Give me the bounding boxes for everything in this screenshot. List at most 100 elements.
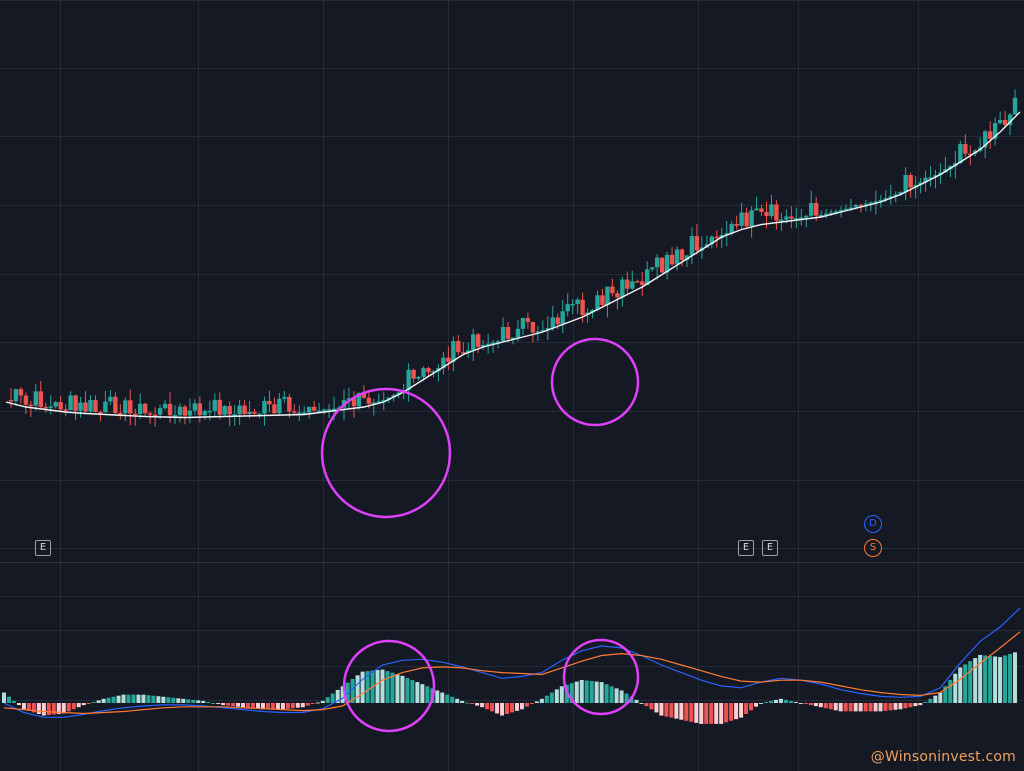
candle-body (411, 369, 416, 379)
histogram-bar (166, 697, 171, 703)
histogram-bar (211, 703, 216, 704)
highlight-circle (562, 638, 640, 716)
candle-body (520, 317, 526, 329)
highlight-circles (320, 337, 640, 733)
candle-body (406, 369, 411, 390)
candle-body (68, 395, 73, 410)
histogram-bar (719, 703, 724, 724)
histogram-bar (569, 683, 574, 703)
candle-body (848, 207, 854, 209)
histogram-bar (933, 695, 938, 703)
earnings-marker[interactable]: E (35, 540, 51, 556)
histogram-bar (181, 698, 186, 703)
histogram-bar (285, 703, 290, 709)
candle-body (863, 203, 869, 206)
candle-body (545, 328, 550, 330)
candle-body (311, 406, 317, 411)
histogram-bar (898, 703, 903, 710)
candle-body (267, 400, 272, 405)
candle-body (928, 177, 933, 179)
histogram-bar (928, 698, 933, 703)
histogram-bar (534, 701, 539, 703)
candle-body (530, 321, 536, 333)
candle-body (873, 201, 879, 203)
histogram-bar (968, 661, 973, 703)
candle-body (963, 144, 968, 154)
candle-body (297, 412, 302, 415)
candle-body (958, 144, 963, 164)
candle-body (1007, 114, 1013, 125)
candle-body (714, 236, 719, 239)
histogram-bar (828, 703, 833, 710)
candle-body (187, 410, 193, 416)
candle-body (500, 327, 506, 342)
candle-body (287, 396, 292, 412)
candle-body (262, 400, 267, 414)
histogram-bar (749, 703, 754, 711)
histogram-bar (948, 680, 953, 703)
histogram-bar (156, 696, 161, 703)
histogram-bar (6, 696, 11, 703)
candle-body (182, 406, 188, 416)
candle-body (555, 317, 560, 325)
histogram-bar (768, 700, 773, 703)
candle-body (858, 204, 864, 207)
histogram-bar (694, 703, 699, 723)
candle-body (799, 217, 804, 219)
histogram-bar (838, 703, 843, 712)
candle-body (480, 345, 486, 347)
histogram-bar (923, 701, 928, 703)
candle-body (779, 219, 784, 222)
histogram-bar (1008, 653, 1013, 703)
histogram-bar (868, 703, 873, 712)
candle-body (38, 391, 43, 407)
histogram-bar (729, 703, 734, 721)
candle-body (729, 223, 734, 234)
candle-body (630, 281, 635, 289)
earnings-marker[interactable]: E (738, 540, 754, 556)
candle-body (177, 406, 183, 416)
histogram-bar (335, 689, 340, 703)
histogram-bar (241, 703, 246, 708)
histogram-bar (2, 692, 6, 703)
candle-body (560, 311, 565, 325)
histogram-bar (888, 703, 893, 711)
candle-body (108, 396, 113, 402)
histogram-bar (221, 703, 226, 706)
histogram-bar (171, 697, 176, 703)
candle-body (734, 223, 739, 226)
highlight-circle (550, 337, 640, 427)
candle-body (485, 343, 491, 346)
histogram-bar (744, 703, 749, 714)
histogram-bar (554, 689, 559, 703)
split-marker[interactable]: S (864, 539, 882, 557)
candle-body (43, 406, 48, 409)
histogram-bar (126, 694, 131, 703)
histogram-bar (61, 703, 66, 714)
candle-body (645, 269, 650, 285)
candle-body (88, 400, 93, 412)
histogram-bar (450, 696, 455, 703)
candle-body (48, 406, 53, 409)
earnings-marker[interactable]: E (762, 540, 778, 556)
histogram-bar (798, 703, 803, 704)
histogram-bar (470, 703, 475, 705)
histogram-bar (265, 703, 270, 710)
histogram-bar (201, 700, 206, 703)
histogram-bar (993, 656, 998, 703)
histogram-bar (350, 678, 355, 703)
histogram-bar (16, 703, 21, 706)
candle-body (540, 330, 546, 332)
histogram-bar (773, 699, 778, 703)
histogram-bar (251, 703, 256, 709)
candle-body (351, 398, 357, 407)
histogram-bar (659, 703, 664, 716)
histogram-bar (51, 703, 56, 715)
candle-body (346, 398, 352, 401)
candle-body (679, 249, 685, 260)
candle-body (307, 406, 312, 413)
histogram-bar (778, 698, 783, 703)
dividend-marker[interactable]: D (864, 515, 882, 533)
histogram-bar (340, 686, 345, 703)
candle-body (8, 400, 14, 402)
